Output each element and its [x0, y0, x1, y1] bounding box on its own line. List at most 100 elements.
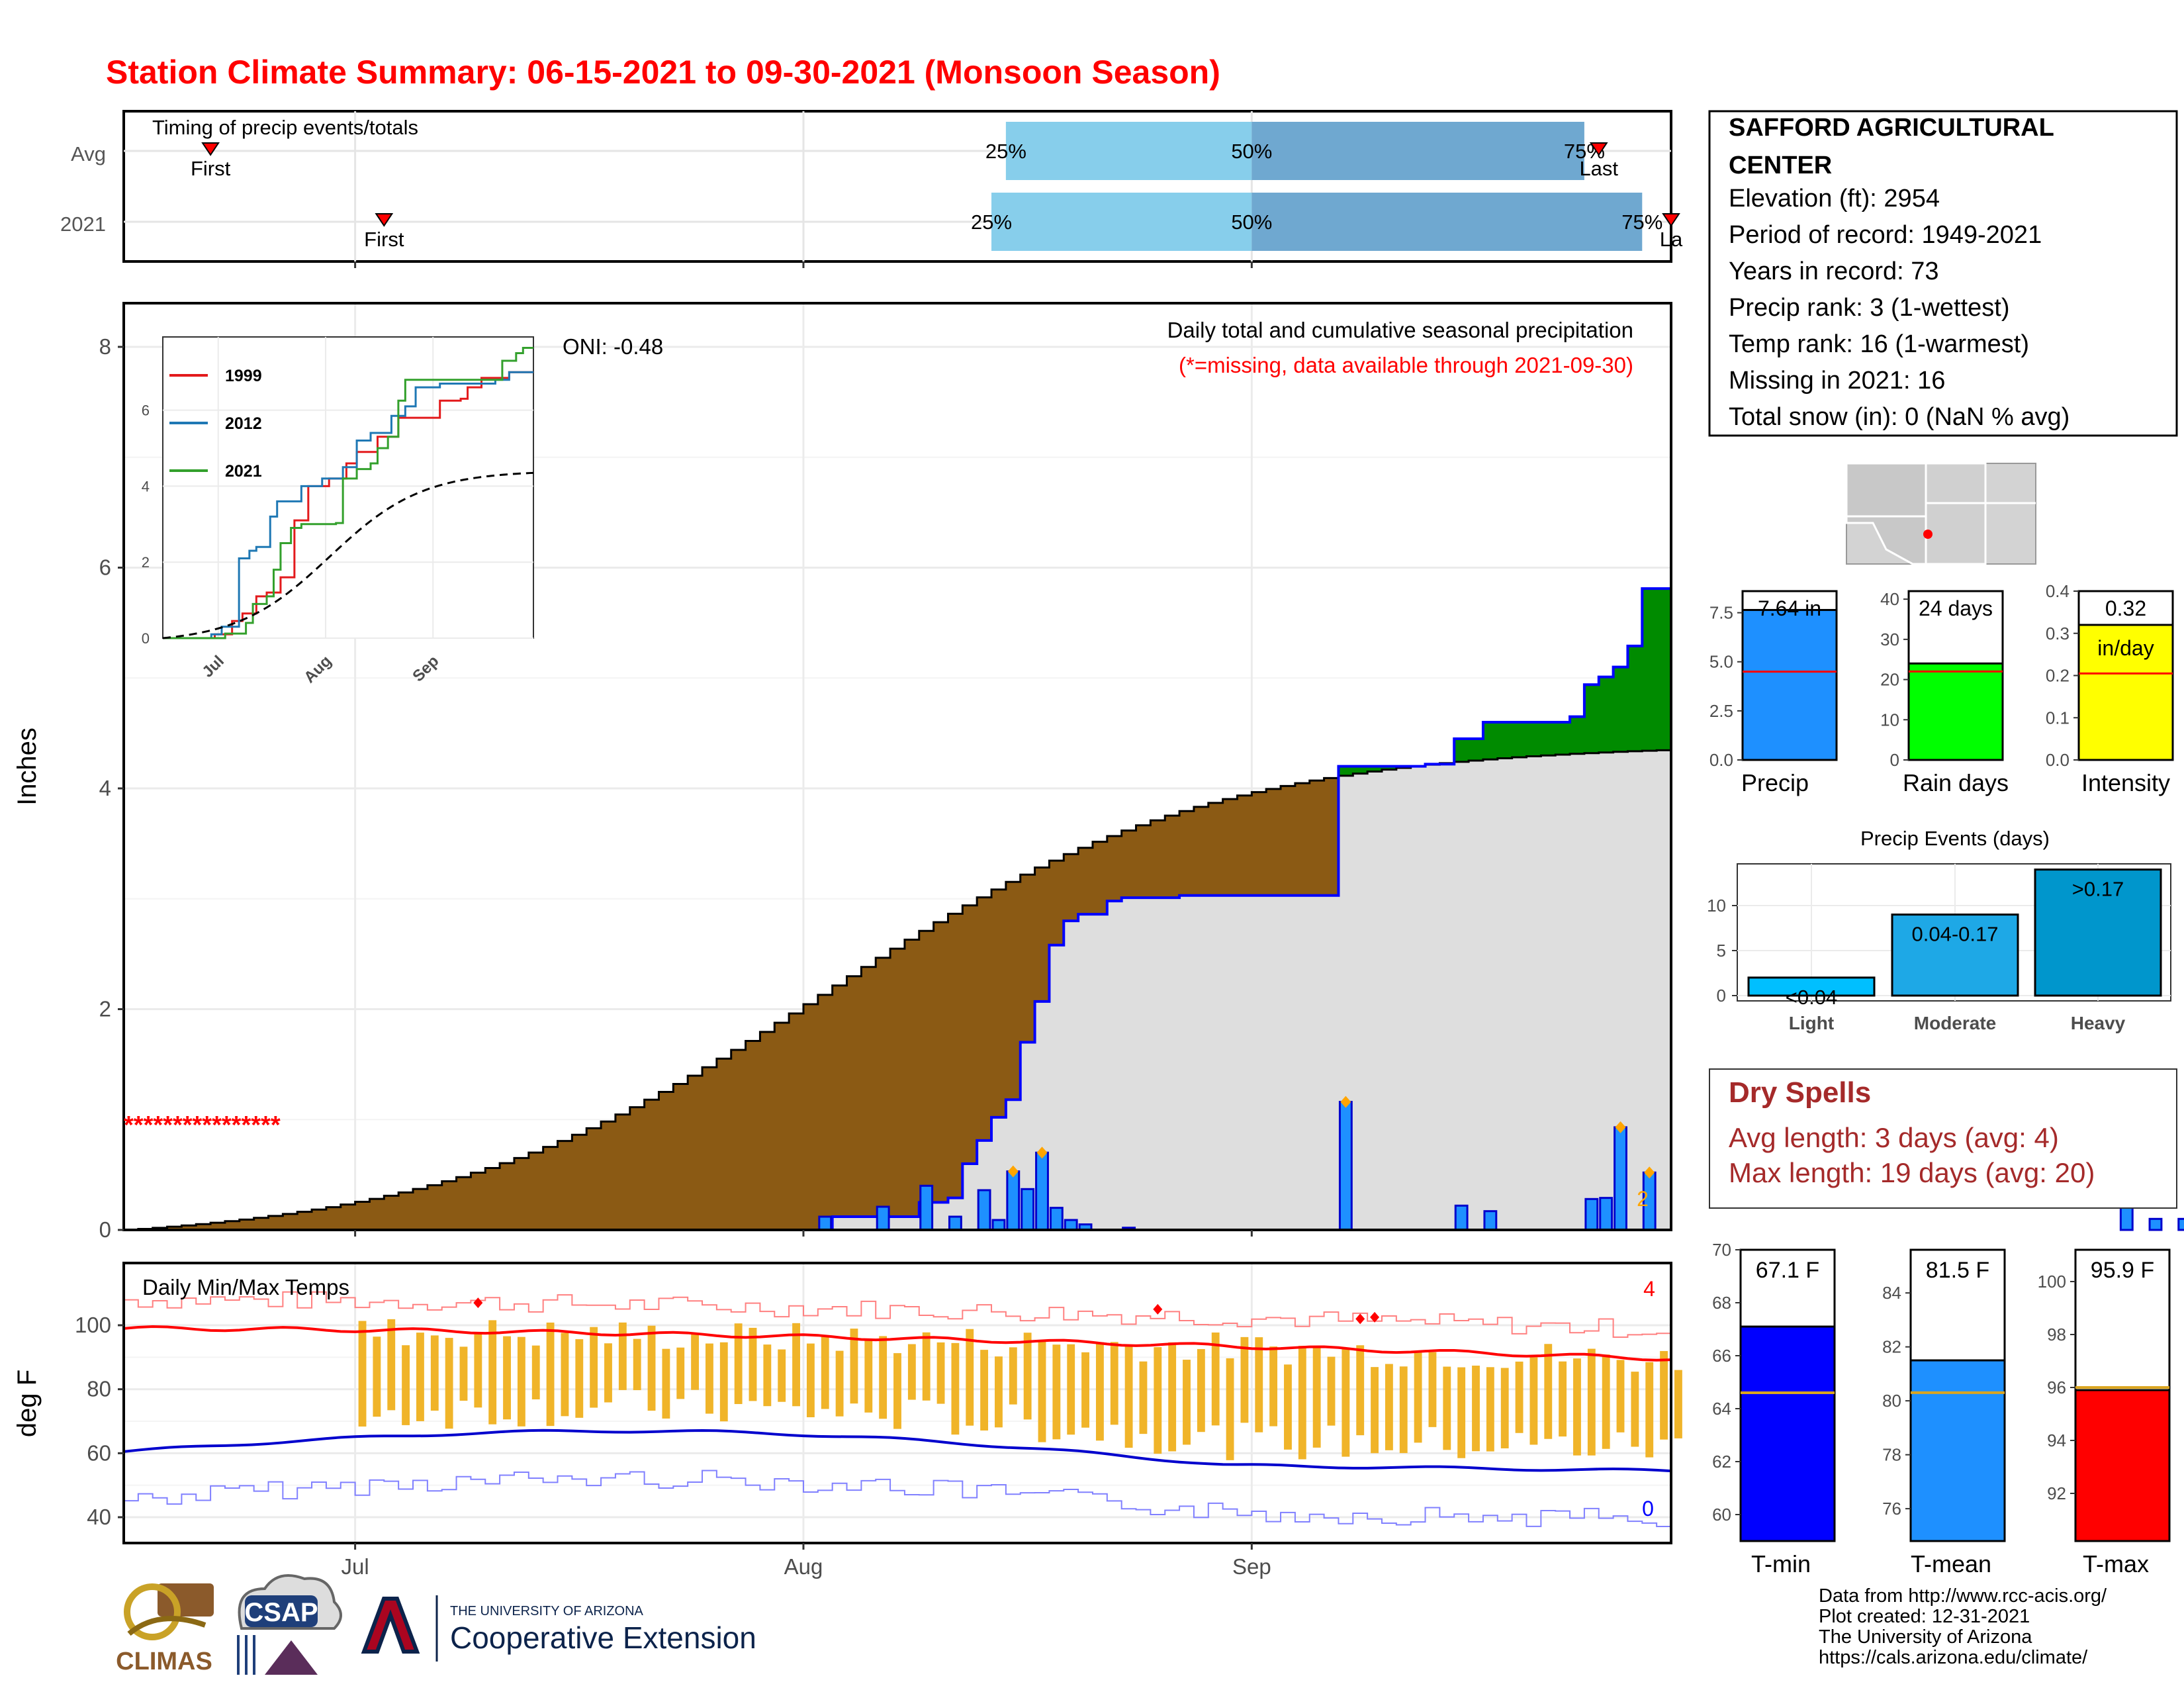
daily-temp-bar [1559, 1361, 1567, 1437]
timing-row-avg-label: Avg [71, 142, 106, 165]
precip-panel-title: Daily total and cumulative seasonal prec… [1167, 318, 1633, 342]
x-axis: Jul Aug Sep [341, 261, 1271, 1579]
temp-bar-tick-label: 76 [1882, 1499, 1901, 1519]
dry-spells-avg: Avg length: 3 days (avg: 4) [1729, 1122, 2059, 1153]
daily-temp-bar [821, 1336, 829, 1409]
record-max-line [124, 1291, 1672, 1338]
temp-ytick-label: 100 [75, 1313, 111, 1337]
daily-temp-bar [907, 1344, 916, 1400]
temp-bar-tick-label: 84 [1882, 1283, 1901, 1303]
temp-bar-tick-label: 80 [1882, 1391, 1901, 1411]
events-tick-label: 0 [1717, 986, 1726, 1006]
precip-count-label: 2 [1637, 1187, 1649, 1211]
daily-precip-bar [1006, 1170, 1021, 1231]
record-precip-marker [1007, 1165, 1019, 1178]
daily-temp-bar [647, 1325, 656, 1411]
csap-logo: CSAP [237, 1574, 342, 1675]
temp-bar-tick-label: 60 [1712, 1505, 1731, 1524]
daily-temp-bar [1023, 1333, 1032, 1420]
station-info-line: Temp rank: 16 (1-warmest) [1729, 330, 2029, 358]
inset-legend-label: 2021 [225, 462, 262, 481]
temp-bar-tick-label: 64 [1712, 1399, 1731, 1419]
summary-bar-label: Rain days [1903, 769, 2009, 796]
daily-precip-bar [2177, 1217, 2184, 1231]
daily-temp-bar [445, 1338, 453, 1429]
events-bar [2034, 868, 2162, 997]
credit-line-1: Data from http://www.rcc-acis.org/ [1819, 1585, 2107, 1607]
climas-logo: CLIMAS [116, 1583, 214, 1675]
timing-marker-label: First [191, 157, 231, 180]
daily-temp-bar [503, 1336, 511, 1420]
daily-temp-bar [980, 1350, 989, 1431]
daily-temp-bar [1443, 1366, 1451, 1450]
timing-marker-label: Last [1579, 157, 1618, 180]
record-temp-marker [1153, 1303, 1163, 1315]
daily-temp-bar [1139, 1361, 1148, 1434]
inset-legend-label: 2012 [225, 414, 262, 433]
daily-temp-bar [1356, 1345, 1365, 1436]
record-precip-marker [1644, 1166, 1655, 1179]
temp-bar-tick-label: 100 [2038, 1272, 2066, 1291]
summary-bar-tick-label: 0.2 [2046, 666, 2070, 686]
temp-bar-value-label: 67.1 F [1756, 1258, 1819, 1283]
ua-logo-small-text: THE UNIVERSITY OF ARIZONA [450, 1604, 644, 1618]
summary-bar-value [1907, 662, 2004, 761]
timing-bar-50-75 [1251, 193, 1643, 251]
record-min-line [124, 1470, 1672, 1527]
daily-temp-bar [1269, 1346, 1278, 1427]
daily-temp-bar [778, 1349, 786, 1402]
station-info-line: Period of record: 1949-2021 [1729, 221, 2042, 249]
ua-logo: THE UNIVERSITY OF ARIZONA Cooperative Ex… [361, 1595, 756, 1662]
summary-bar-value-label: 0.32 [2105, 596, 2146, 620]
summary-bar-tick-label: 0.1 [2046, 708, 2070, 727]
daily-temp-bar [459, 1346, 468, 1401]
temp-bar-tick-label: 94 [2047, 1430, 2066, 1450]
daily-temp-bar [951, 1342, 960, 1435]
avg-min-temp-line [123, 1429, 1672, 1473]
summary-bar-tick-label: 10 [1880, 710, 1899, 729]
daily-temp-bar [1616, 1360, 1625, 1432]
daily-temp-bar [936, 1342, 945, 1404]
daily-temp-bar [734, 1323, 743, 1405]
timing-bar-25-50 [1005, 122, 1252, 180]
daily-temp-bar [1038, 1341, 1046, 1442]
daily-temp-bar [1529, 1357, 1538, 1445]
timing-percent-label: 75% [1621, 211, 1662, 234]
temp-ytick-label: 80 [87, 1377, 111, 1401]
daily-temp-bar [691, 1333, 700, 1390]
events-category-label: Heavy [2071, 1013, 2126, 1033]
inset-ytick-label: 4 [142, 478, 150, 494]
events-tick-label: 10 [1707, 896, 1726, 915]
precip-ytick-label: 2 [99, 997, 111, 1021]
events-category-label: Light [1789, 1013, 1834, 1033]
station-info-box: SAFFORD AGRICULTURAL CENTER Elevation (f… [1708, 110, 2178, 437]
precip-panel: 0 2 4 6 8 Inches Daily total and cumulative … [13, 302, 2184, 1242]
avg-max-temp-line [123, 1325, 1672, 1362]
summary-bar-value-label: 24 days [1919, 596, 1993, 620]
temp-bar-tick-label: 82 [1882, 1337, 1901, 1357]
summary-bar-tick-label: 0 [1890, 750, 1899, 770]
daily-temp-bar [1226, 1358, 1234, 1460]
station-name-line2: CENTER [1729, 152, 1832, 179]
daily-temp-bar [1081, 1352, 1089, 1428]
inset-ytick-label: 0 [142, 630, 150, 647]
daily-temp-bar [1312, 1345, 1321, 1448]
daily-temp-bar [719, 1342, 728, 1422]
daily-temp-bar [1009, 1347, 1017, 1405]
dry-spells-box: Dry Spells Avg length: 3 days (avg: 4) M… [1709, 1068, 2177, 1209]
temp-bar-tick-label: 62 [1712, 1452, 1731, 1472]
temp-bar-label: T-max [2083, 1550, 2149, 1577]
precip-y-axis-label: Inches [13, 727, 42, 806]
daily-precip-bar [948, 1215, 962, 1231]
daily-temp-bar [995, 1356, 1003, 1428]
daily-temp-bar [850, 1329, 858, 1404]
daily-temp-bar [1645, 1362, 1654, 1458]
daily-temp-bar [1110, 1342, 1118, 1425]
daily-temp-bar [1284, 1364, 1292, 1450]
inset-line-2021 [163, 346, 533, 639]
locator-map [1845, 462, 2036, 565]
daily-precip-bar [1049, 1207, 1064, 1231]
daily-temp-bar [1399, 1366, 1408, 1454]
precip-ytick-label: 0 [99, 1217, 111, 1242]
